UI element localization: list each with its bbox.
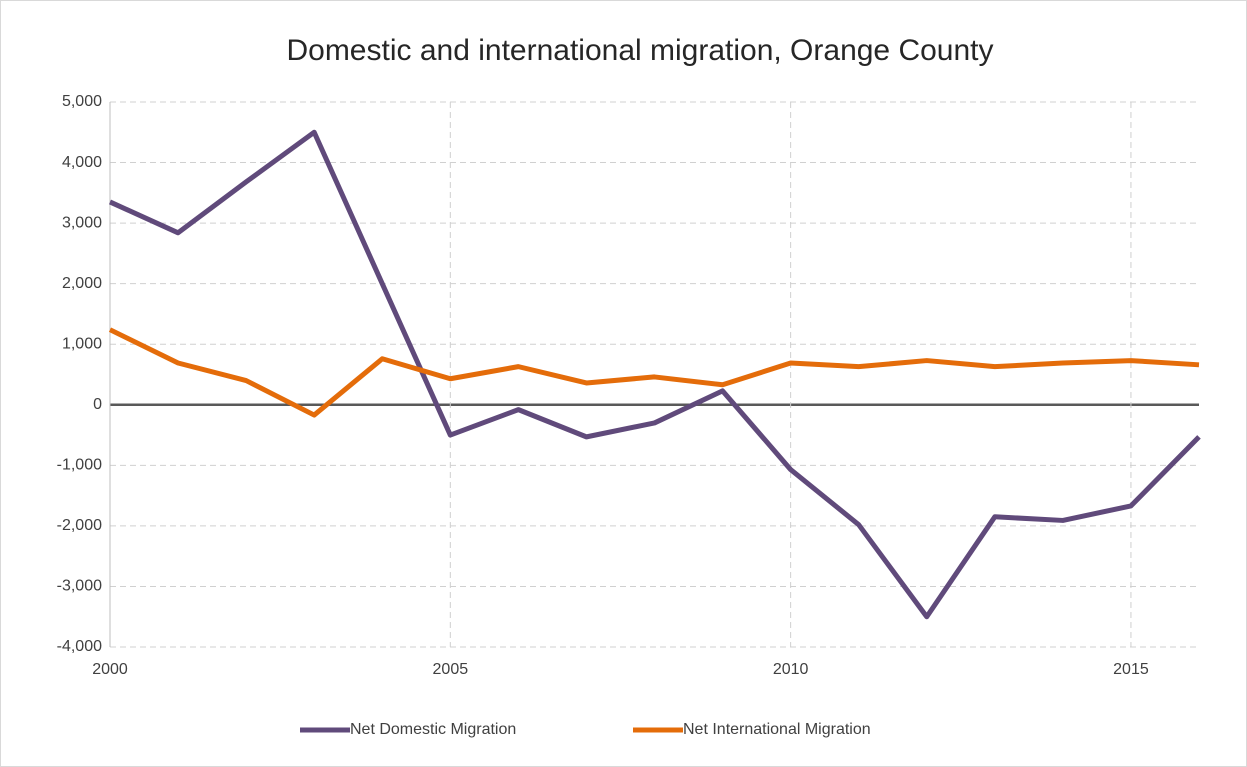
y-tick-label: -3,000 [57,578,102,595]
y-tick-label: -1,000 [57,457,102,474]
y-tick-label: 4,000 [62,154,102,171]
y-tick-label: 2,000 [62,275,102,292]
legend-label: Net International Migration [683,721,871,738]
x-tick-label: 2005 [433,661,469,678]
y-tick-label: -2,000 [57,517,102,534]
x-tick-label: 2010 [773,661,809,678]
line [108,327,1200,418]
y-tick-label: 5,000 [62,93,102,110]
legend-label: Net Domestic Migration [350,721,516,738]
y-tick-label: -4,000 [57,638,102,655]
y-tick-label: 1,000 [62,335,102,352]
line [108,129,1201,620]
y-tick-label: 0 [93,396,102,413]
chart-title: Domestic and international migration, Or… [286,34,993,67]
x-tick-label: 2000 [92,661,128,678]
x-tick-label: 2015 [1113,661,1149,678]
y-tick-label: 3,000 [62,214,102,231]
